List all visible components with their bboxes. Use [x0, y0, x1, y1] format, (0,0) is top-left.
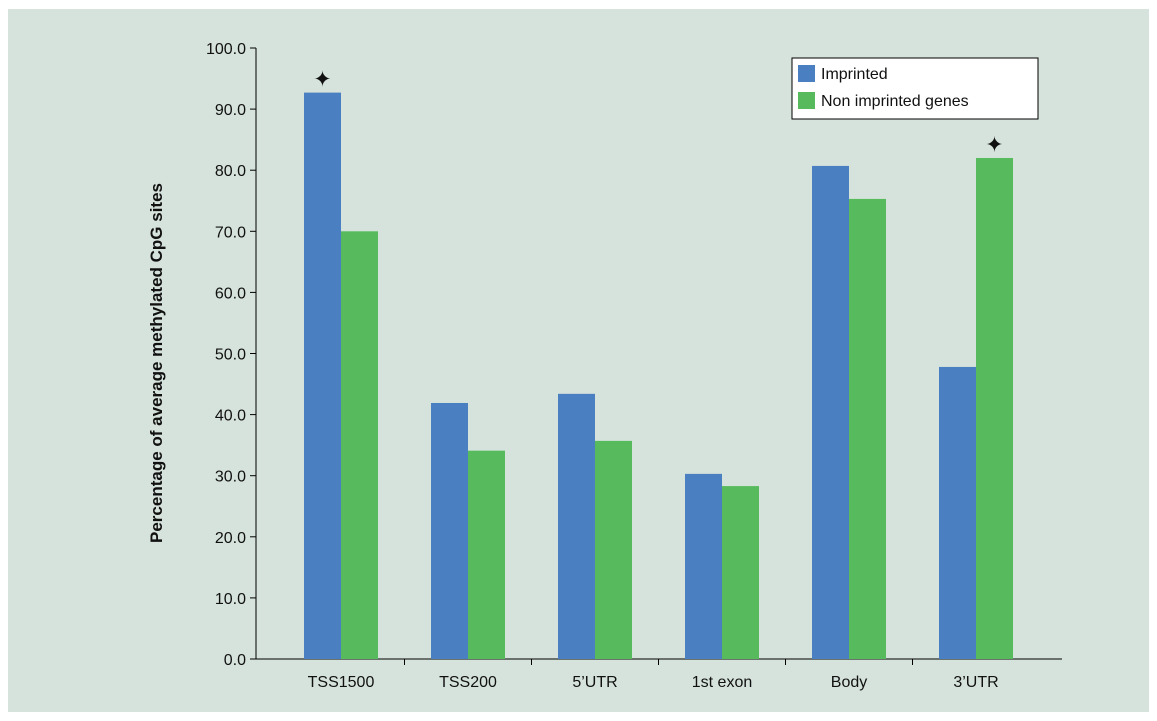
bar-imprinted-tss1500 — [304, 92, 341, 659]
y-tick-label: 10.0 — [215, 591, 246, 608]
bar-chart: 0.0 10.0 20.0 30.0 40.0 50.0 60.0 70.0 80.0 90.0 1… — [147, 41, 1062, 691]
legend: Imprinted Non imprinted genes — [791, 57, 1039, 120]
bar-non-imprinted-genes-5-utr — [595, 440, 632, 659]
bar-imprinted-1st-exon — [685, 473, 722, 659]
y-tick-label: 0.0 — [224, 652, 246, 669]
y-axis-title: Percentage of average methylated CpG sit… — [147, 183, 166, 543]
legend-label-non-imprinted: Non imprinted genes — [821, 93, 969, 110]
x-axis: TSS1500 TSS200 5’UTR 1st exon Body 3’UTR — [256, 658, 1062, 691]
y-tick-label: 90.0 — [215, 102, 246, 119]
bars — [304, 92, 1013, 660]
y-tick-label: 50.0 — [215, 347, 246, 364]
bar-imprinted-tss200 — [431, 402, 468, 659]
y-tick-label: 70.0 — [215, 224, 246, 241]
significance-star-tss1500: ✦ — [313, 68, 331, 93]
x-tick-label-tss1500: TSS1500 — [308, 674, 375, 691]
x-tick-label-1st-exon: 1st exon — [692, 674, 752, 691]
y-tick-label: 40.0 — [215, 408, 246, 425]
bar-imprinted-body — [812, 165, 849, 659]
y-tick-label: 30.0 — [215, 469, 246, 486]
y-tick-label: 100.0 — [206, 41, 246, 58]
x-tick-label-body: Body — [831, 674, 867, 691]
bar-non-imprinted-genes-3-utr — [976, 157, 1013, 660]
y-tick-label: 20.0 — [215, 530, 246, 547]
y-tick-label: 80.0 — [215, 163, 246, 180]
y-tick-label: 60.0 — [215, 285, 246, 302]
bar-non-imprinted-genes-tss1500 — [341, 231, 378, 660]
annotations: ✦✦ — [313, 68, 1003, 158]
legend-swatch-non-imprinted — [798, 92, 815, 109]
legend-box — [791, 57, 1039, 120]
legend-swatch-imprinted — [798, 65, 815, 82]
bar-non-imprinted-genes-tss200 — [468, 450, 505, 659]
chart-panel: 0.0 10.0 20.0 30.0 40.0 50.0 60.0 70.0 80.0 90.0 1… — [8, 9, 1149, 712]
y-axis: 0.0 10.0 20.0 30.0 40.0 50.0 60.0 70.0 80.0 90.0 1… — [206, 41, 257, 669]
x-tick-label-tss200: TSS200 — [439, 674, 497, 691]
bar-imprinted-3-utr — [939, 366, 976, 659]
significance-star-3-utr: ✦ — [985, 133, 1003, 158]
legend-label-imprinted: Imprinted — [821, 66, 888, 83]
x-tick-label-3-utr: 3’UTR — [953, 674, 998, 691]
x-tick-label-5-utr: 5’UTR — [572, 674, 617, 691]
bar-non-imprinted-genes-body — [849, 198, 886, 660]
bar-imprinted-5-utr — [558, 393, 595, 659]
bar-non-imprinted-genes-1st-exon — [722, 486, 759, 659]
